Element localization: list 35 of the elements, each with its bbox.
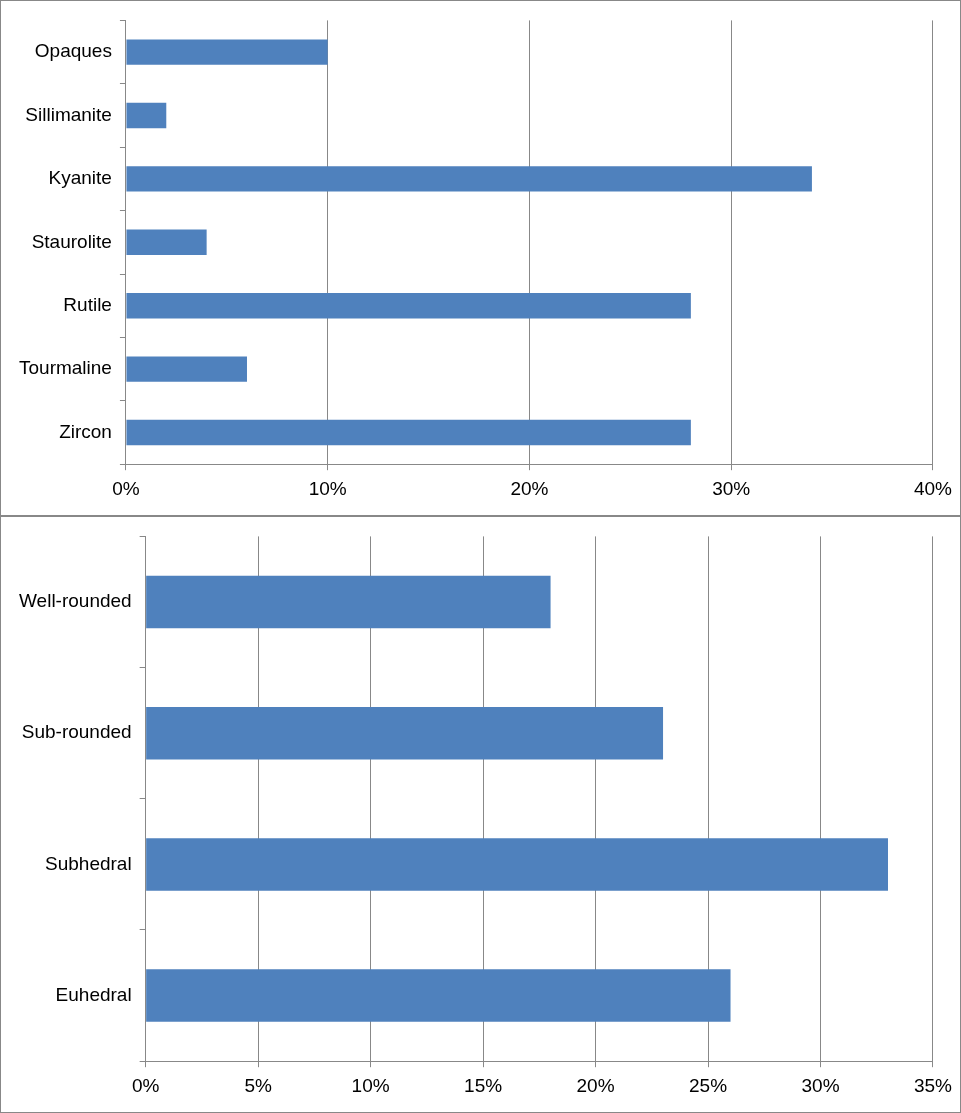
y-tick-label: Euhedral xyxy=(55,983,132,1005)
x-tick-label: 15% xyxy=(464,1074,503,1096)
bar xyxy=(126,419,691,446)
y-tick-label: Sub-rounded xyxy=(21,721,132,743)
y-tick-label: Subhedral xyxy=(45,852,132,874)
bar xyxy=(146,575,551,629)
y-tick-label: Staurolite xyxy=(31,230,112,252)
y-tick-label: Tourmaline xyxy=(18,357,112,379)
y-tick-label: Rutile xyxy=(63,293,112,315)
bar xyxy=(126,229,207,255)
x-tick-label: 5% xyxy=(244,1074,272,1096)
bar xyxy=(126,39,328,65)
y-tick-label: Kyanite xyxy=(48,167,112,189)
y-tick-label: Well-rounded xyxy=(19,590,132,612)
x-tick-label: 0% xyxy=(112,477,140,499)
y-tick-label: Sillimanite xyxy=(25,103,112,125)
bar xyxy=(146,838,888,891)
x-tick-label: 20% xyxy=(510,477,549,499)
x-tick-label: 10% xyxy=(308,477,347,499)
bar xyxy=(126,356,247,382)
bar xyxy=(146,706,664,760)
bar xyxy=(126,102,167,129)
x-tick-label: 30% xyxy=(801,1074,840,1096)
x-tick-label: 25% xyxy=(689,1074,728,1096)
bar xyxy=(126,166,812,192)
x-tick-label: 10% xyxy=(351,1074,390,1096)
x-tick-label: 30% xyxy=(712,477,751,499)
bar xyxy=(126,293,691,319)
x-tick-label: 40% xyxy=(913,477,953,499)
bar xyxy=(146,969,731,1022)
x-tick-label: 35% xyxy=(913,1074,953,1096)
x-tick-label: 20% xyxy=(576,1074,615,1096)
x-tick-label: 0% xyxy=(131,1074,160,1096)
y-tick-label: Opaques xyxy=(34,40,112,62)
y-tick-label: Zircon xyxy=(59,420,112,442)
